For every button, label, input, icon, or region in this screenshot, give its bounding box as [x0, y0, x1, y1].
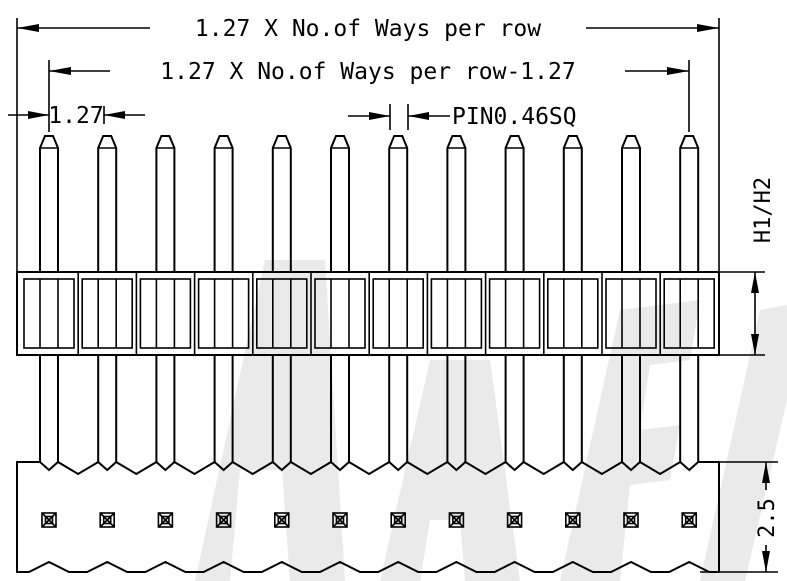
pitch-label: 1.27 [48, 103, 103, 129]
base-outline [16, 460, 720, 573]
pin-square-section [448, 512, 465, 528]
plastic-housing [16, 271, 720, 356]
pin [97, 135, 118, 462]
pin-span-dimension: 1.27 X No.of Ways per row-1.27 [48, 59, 690, 132]
housing-cell [426, 272, 483, 355]
housing-cell [310, 272, 366, 355]
pin-square-section [332, 512, 348, 528]
pin [446, 135, 467, 462]
housing-cell [193, 272, 250, 355]
pin-square-section [99, 512, 115, 528]
pin-square-section [681, 512, 698, 528]
housing-cell [77, 272, 133, 355]
housing-cell [252, 272, 308, 355]
pin-square-section [506, 512, 523, 528]
pin [330, 135, 350, 462]
pin-row [39, 135, 700, 462]
housing-cell [135, 272, 192, 355]
housing-cell [23, 278, 75, 349]
pin-size-dimension: PIN0.46SQ [348, 104, 577, 130]
base-height-label: 2.5 [755, 498, 780, 538]
pin [621, 135, 641, 462]
pin-square-section [623, 512, 639, 528]
pin [39, 135, 59, 462]
housing-cell [659, 272, 716, 355]
pin-square-section [215, 512, 232, 528]
housing-outline [16, 271, 720, 356]
pin-square-section [390, 512, 407, 528]
overall-width-label: 1.27 X No.of Ways per row [195, 16, 541, 42]
housing-cell [484, 272, 541, 355]
pin [504, 135, 525, 462]
housing-cell [542, 272, 599, 355]
housing-cell [368, 272, 425, 355]
base-height-dimension: 2.5 [700, 461, 780, 573]
height-label: H1/H2 [751, 177, 776, 243]
pin-span-label: 1.27 X No.of Ways per row-1.27 [160, 59, 575, 85]
overall-width-dimension: 1.27 X No.of Ways per row [16, 16, 720, 272]
pin-square-section [157, 512, 174, 528]
pin-square-section [41, 512, 57, 528]
housing-cell [601, 272, 657, 355]
pin-square-section [273, 512, 290, 528]
pin [213, 135, 234, 462]
connector-base [16, 460, 720, 573]
height-dimension: H1/H2 [719, 177, 776, 356]
pin [679, 135, 700, 462]
pin-size-label: PIN0.46SQ [452, 104, 577, 130]
pin [155, 135, 176, 462]
pitch-dimension: 1.27 [8, 103, 145, 129]
pin [388, 135, 409, 462]
pin [271, 135, 292, 462]
pin-square-section [564, 512, 581, 528]
pin [562, 135, 583, 462]
